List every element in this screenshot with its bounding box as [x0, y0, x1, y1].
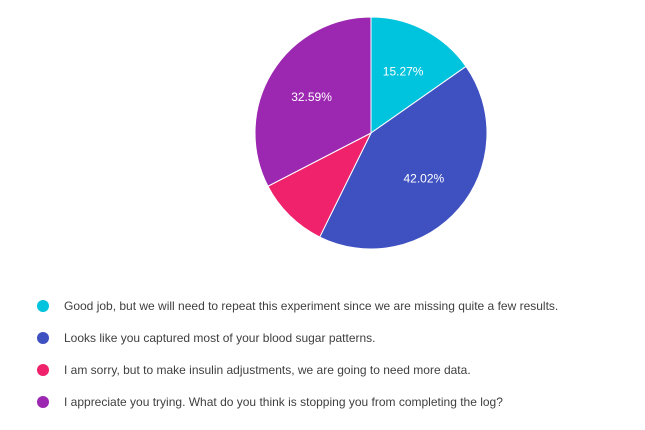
- pie-slice-4[interactable]: [254, 16, 372, 187]
- slice-data-label-2: 42.02%: [403, 171, 444, 185]
- legend-marker-icon: [37, 396, 49, 408]
- legend-label: I appreciate you trying. What do you thi…: [64, 395, 503, 409]
- legend-item-3[interactable]: I am sorry, but to make insulin adjustme…: [37, 354, 637, 386]
- pie-slice-3[interactable]: [267, 131, 373, 238]
- legend-label: I am sorry, but to make insulin adjustme…: [64, 363, 471, 377]
- pie-slice-2[interactable]: [319, 65, 488, 250]
- chart-legend: Good job, but we will need to repeat thi…: [37, 290, 637, 418]
- legend-item-1[interactable]: Good job, but we will need to repeat thi…: [37, 290, 637, 322]
- legend-label: Good job, but we will need to repeat thi…: [64, 299, 559, 313]
- slice-data-label-4: 32.59%: [291, 90, 332, 104]
- legend-marker-icon: [37, 300, 49, 312]
- legend-label: Looks like you captured most of your blo…: [64, 331, 376, 345]
- legend-marker-icon: [37, 364, 49, 376]
- legend-item-2[interactable]: Looks like you captured most of your blo…: [37, 322, 637, 354]
- pie-slice-1[interactable]: [370, 16, 467, 134]
- legend-marker-icon: [37, 332, 49, 344]
- legend-item-4[interactable]: I appreciate you trying. What do you thi…: [37, 386, 637, 418]
- slice-data-label-1: 15.27%: [383, 64, 424, 78]
- pie-chart: 15.27% 42.02% 32.59%: [254, 16, 488, 250]
